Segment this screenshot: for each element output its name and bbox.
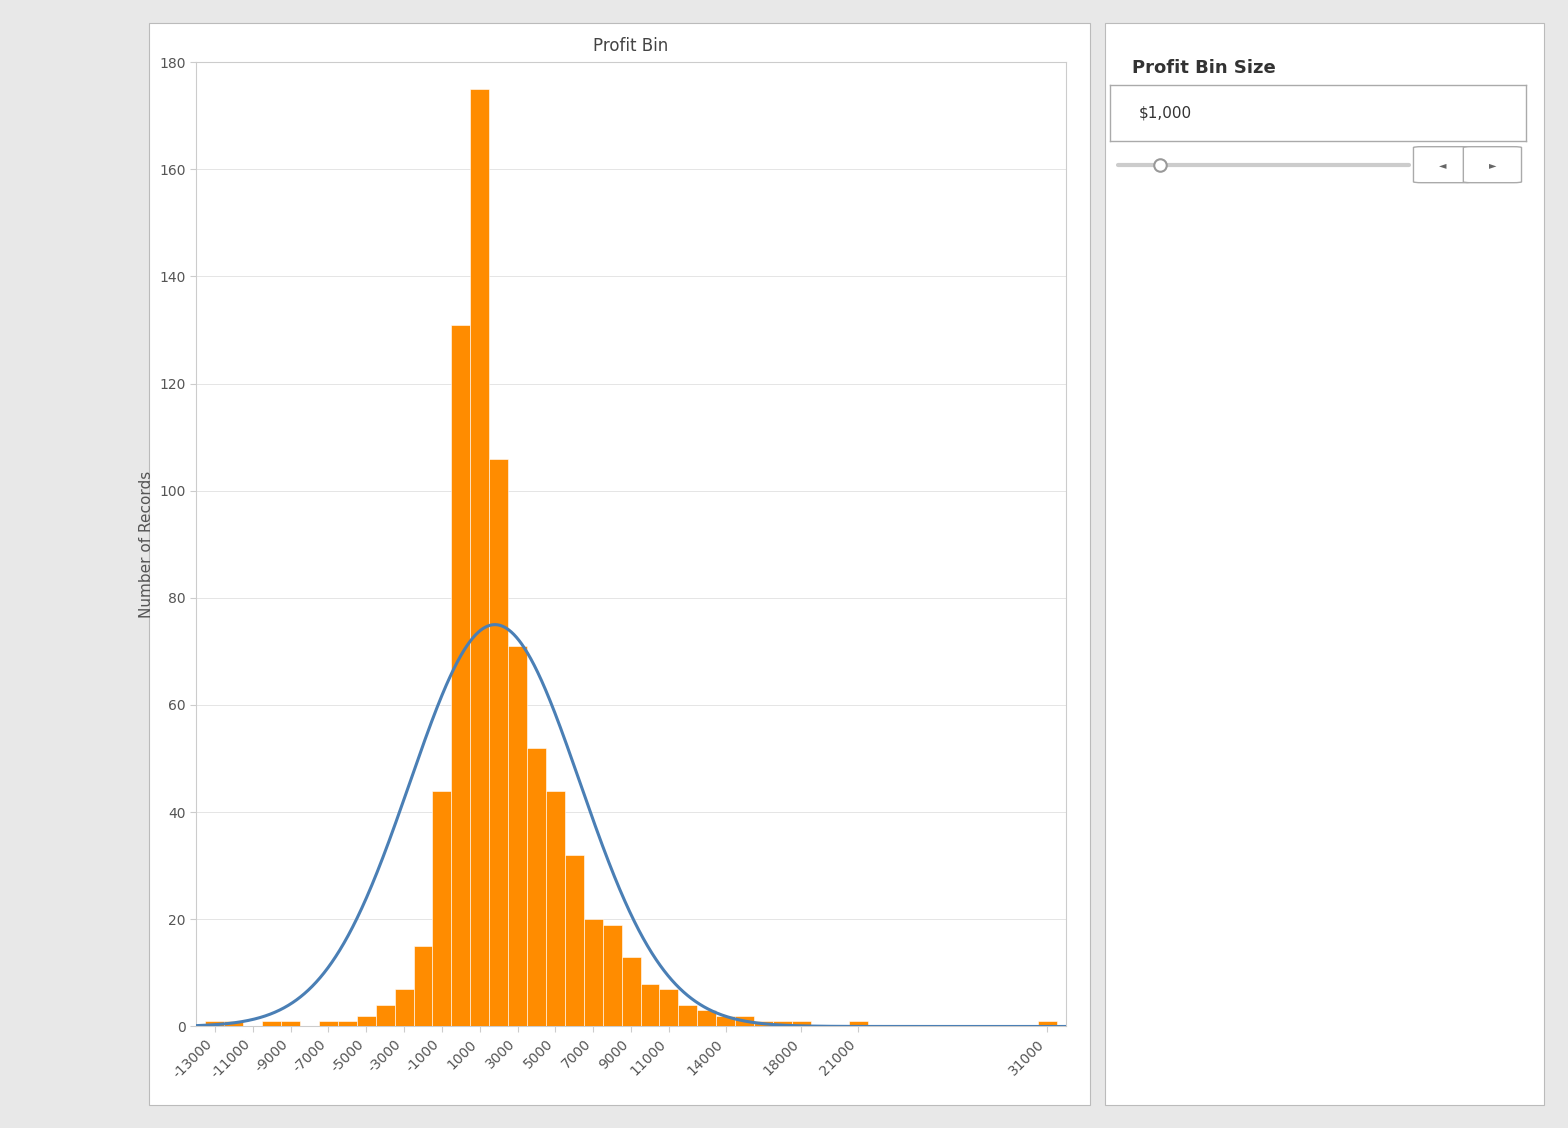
Text: Profit Bin Size: Profit Bin Size xyxy=(1132,60,1276,78)
Bar xyxy=(281,1021,299,1026)
Bar xyxy=(641,984,660,1026)
Bar xyxy=(660,989,679,1026)
Bar xyxy=(848,1021,867,1026)
Bar xyxy=(470,89,489,1026)
Text: $1,000: $1,000 xyxy=(1140,105,1192,121)
Text: ►: ► xyxy=(1488,160,1496,169)
Bar xyxy=(452,325,470,1026)
Text: ◄: ◄ xyxy=(1439,160,1446,169)
Bar xyxy=(489,458,508,1026)
Bar xyxy=(698,1011,717,1026)
Bar xyxy=(717,1015,735,1026)
Bar xyxy=(602,925,621,1026)
Bar xyxy=(376,1005,395,1026)
Bar xyxy=(358,1015,376,1026)
Bar xyxy=(583,919,602,1026)
Y-axis label: Number of Records: Number of Records xyxy=(138,470,154,618)
Bar xyxy=(621,957,641,1026)
Bar xyxy=(414,946,433,1026)
Bar xyxy=(527,748,546,1026)
Bar xyxy=(792,1021,811,1026)
Bar xyxy=(433,791,452,1026)
Bar xyxy=(395,989,414,1026)
Bar xyxy=(546,791,564,1026)
Title: Profit Bin: Profit Bin xyxy=(594,37,668,55)
Bar xyxy=(773,1021,792,1026)
FancyBboxPatch shape xyxy=(1413,147,1472,183)
FancyBboxPatch shape xyxy=(1463,147,1521,183)
Bar xyxy=(508,646,527,1026)
Bar xyxy=(754,1021,773,1026)
Bar xyxy=(205,1021,224,1026)
Bar xyxy=(564,855,583,1026)
Bar xyxy=(337,1021,358,1026)
Bar xyxy=(318,1021,337,1026)
Bar xyxy=(679,1005,698,1026)
Bar xyxy=(262,1021,281,1026)
Bar xyxy=(224,1021,243,1026)
Bar xyxy=(735,1015,754,1026)
Bar xyxy=(1038,1021,1057,1026)
